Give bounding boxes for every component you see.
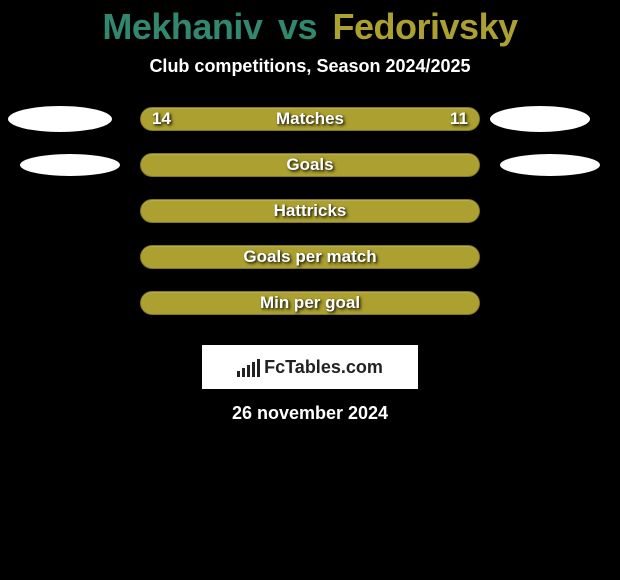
comparison-title: Mekhaniv vs Fedorivsky: [0, 0, 620, 48]
player2-name: Fedorivsky: [333, 6, 518, 47]
stat-bar: [140, 291, 480, 315]
right-ellipse: [500, 154, 600, 176]
player1-name: Mekhaniv: [102, 6, 262, 47]
logo-bars-icon: [237, 357, 260, 377]
left-ellipse: [20, 154, 120, 176]
right-ellipse: [490, 106, 590, 132]
logo-text: FcTables.com: [264, 357, 383, 378]
stat-bar: [140, 153, 480, 177]
stat-rows: Matches1411GoalsHattricksGoals per match…: [0, 107, 620, 337]
stat-row: Matches1411: [0, 107, 620, 153]
subtitle: Club competitions, Season 2024/2025: [0, 56, 620, 77]
date-label: 26 november 2024: [0, 403, 620, 424]
stat-bar: [140, 245, 480, 269]
stat-value-right: 11: [450, 107, 468, 131]
stat-row: Goals: [0, 153, 620, 199]
stat-row: Goals per match: [0, 245, 620, 291]
stat-row: Min per goal: [0, 291, 620, 337]
stat-bar: [140, 107, 480, 131]
left-ellipse: [8, 106, 112, 132]
stat-bar: [140, 199, 480, 223]
fctables-logo: FcTables.com: [202, 345, 418, 389]
stat-row: Hattricks: [0, 199, 620, 245]
vs-text: vs: [278, 6, 317, 47]
stat-value-left: 14: [152, 107, 171, 131]
